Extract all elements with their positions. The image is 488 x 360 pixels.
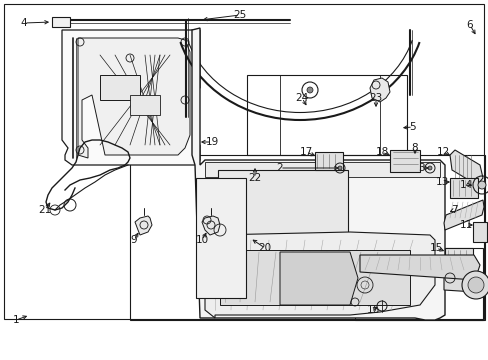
Bar <box>130 95 160 115</box>
Text: 4: 4 <box>20 18 27 28</box>
Text: 18: 18 <box>375 147 388 157</box>
Text: 7: 7 <box>450 205 456 215</box>
Bar <box>100 75 140 100</box>
Text: 25: 25 <box>233 10 246 20</box>
Bar <box>444 248 472 266</box>
Bar <box>246 75 406 155</box>
Text: 15: 15 <box>428 243 442 253</box>
Polygon shape <box>443 268 479 292</box>
Text: 11: 11 <box>458 220 472 230</box>
Circle shape <box>461 271 488 299</box>
Bar <box>354 248 482 320</box>
Text: 12: 12 <box>435 147 448 157</box>
Bar <box>449 178 477 198</box>
Polygon shape <box>280 252 357 305</box>
Circle shape <box>427 166 431 170</box>
Text: 17: 17 <box>299 147 312 157</box>
Circle shape <box>306 87 312 93</box>
Text: 3: 3 <box>417 163 424 173</box>
Text: 16: 16 <box>366 305 379 315</box>
Text: 24: 24 <box>295 93 308 103</box>
Polygon shape <box>449 150 482 185</box>
Bar <box>389 150 419 172</box>
Text: 20: 20 <box>258 243 271 253</box>
Text: 13: 13 <box>434 177 447 187</box>
Text: 8: 8 <box>411 143 417 153</box>
Text: 23: 23 <box>368 93 382 103</box>
Polygon shape <box>204 232 434 318</box>
Bar <box>52 17 70 27</box>
Bar <box>314 152 342 170</box>
Bar <box>196 178 245 298</box>
Text: 2: 2 <box>276 163 283 173</box>
Polygon shape <box>135 216 152 235</box>
Circle shape <box>477 181 485 189</box>
Polygon shape <box>443 200 483 230</box>
Bar <box>204 162 439 177</box>
Polygon shape <box>369 78 389 102</box>
Text: 10: 10 <box>195 235 208 245</box>
Text: 19: 19 <box>205 137 218 147</box>
Text: 22: 22 <box>248 173 261 183</box>
Bar <box>130 155 484 320</box>
Circle shape <box>337 166 341 170</box>
Text: 9: 9 <box>130 235 137 245</box>
Text: 14: 14 <box>458 180 472 190</box>
Bar <box>209 248 244 293</box>
Polygon shape <box>202 216 220 235</box>
Polygon shape <box>78 38 190 158</box>
Circle shape <box>467 277 483 293</box>
Polygon shape <box>192 28 444 320</box>
Text: 21: 21 <box>38 205 52 215</box>
Polygon shape <box>62 30 200 165</box>
Text: 6: 6 <box>466 20 472 30</box>
Text: 1: 1 <box>13 315 19 325</box>
Polygon shape <box>359 255 479 280</box>
Bar <box>220 250 409 305</box>
Bar <box>472 222 486 242</box>
Bar <box>4 4 483 319</box>
Bar <box>218 170 347 240</box>
Text: 5: 5 <box>409 122 415 132</box>
